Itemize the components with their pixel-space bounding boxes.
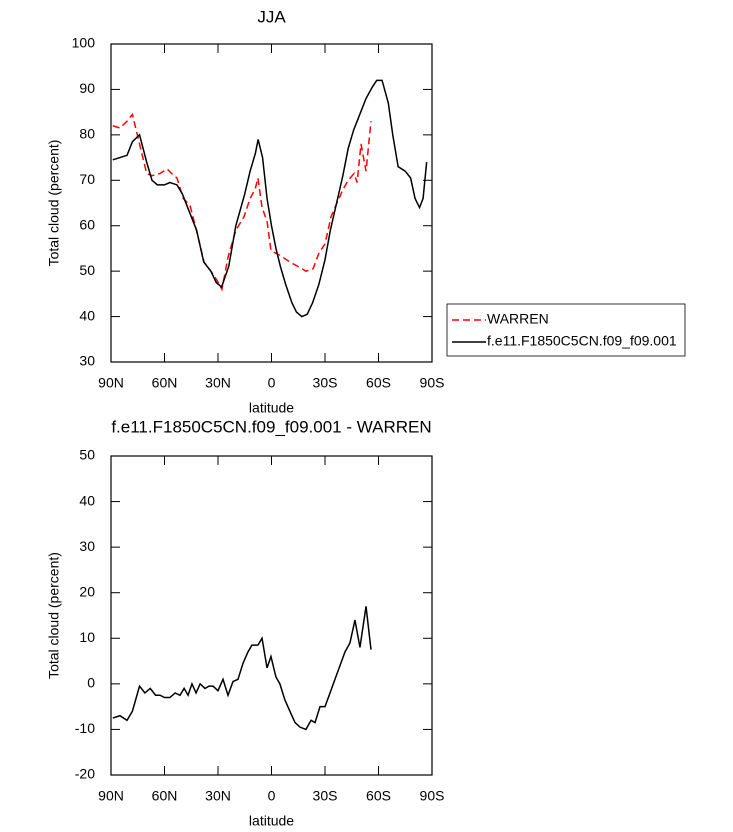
x-tick-label: 60S [366,375,391,391]
data-line [112,79,428,318]
x-tick-label: 90S [420,788,445,804]
x-tick-label: 30S [313,788,338,804]
x-tick-label: 0 [268,375,276,391]
y-tick-label: 40 [79,492,95,508]
plot-frame [110,43,433,363]
y-tick-label: 90 [79,80,95,96]
y-tick-label: 30 [79,353,95,369]
legend-label: f.e11.F1850C5CN.f09_f09.001 [487,333,677,349]
legend-box [446,303,686,357]
x-tick-label: 60N [152,788,178,804]
y-axis-label: Total cloud (percent) [46,552,62,679]
y-tick-label: 80 [79,126,95,142]
x-tick-label: 30N [205,375,231,391]
y-tick-label: 0 [87,675,95,691]
y-tick-label: 60 [79,216,95,232]
y-tick-label: -20 [75,766,95,782]
y-tick-label: 50 [79,447,95,463]
x-tick-label: 30N [205,788,231,804]
x-tick-label: 30S [313,375,338,391]
chart-title: f.e11.F1850C5CN.f09_f09.001 - WARREN [111,417,431,436]
plot-frame [110,455,433,776]
chart-title: JJA [257,7,286,26]
x-tick-label: 90N [98,375,124,391]
x-tick-label: 90S [420,375,445,391]
y-axis-label: Total cloud (percent) [46,140,62,267]
legend-label: WARREN [487,311,549,327]
y-tick-label: 30 [79,538,95,554]
x-axis-label: latitude [249,400,294,416]
data-line [112,606,372,731]
x-tick-label: 0 [268,788,276,804]
y-tick-label: 100 [72,35,96,51]
x-tick-label: 60S [366,788,391,804]
y-tick-label: -10 [75,720,95,736]
x-tick-label: 90N [98,788,124,804]
y-tick-label: 70 [79,171,95,187]
y-tick-label: 10 [79,629,95,645]
x-tick-label: 60N [152,375,178,391]
x-axis-label: latitude [249,813,294,829]
y-tick-label: 50 [79,262,95,278]
y-tick-label: 40 [79,307,95,323]
y-tick-label: 20 [79,583,95,599]
